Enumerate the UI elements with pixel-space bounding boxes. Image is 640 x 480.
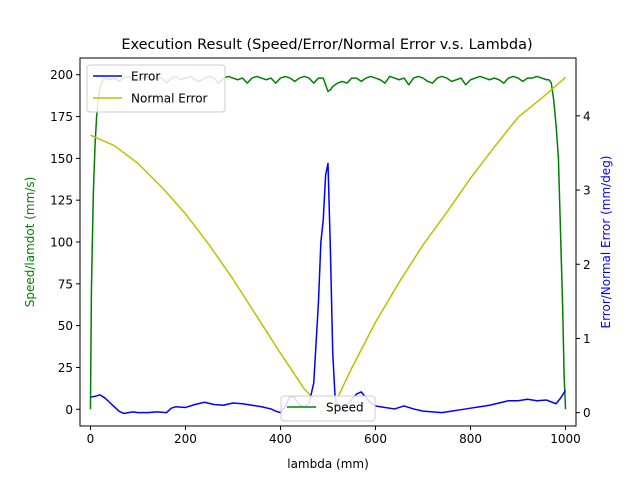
left-tick-label: 175 (50, 110, 73, 124)
legend-box (280, 395, 376, 422)
x-tick-label: 0 (87, 432, 95, 446)
right-tick-label: 2 (583, 258, 591, 272)
left-axis-label: Speed/lamdot (mm/s) (23, 177, 37, 308)
x-axis-ticks: 0 200 400 600 800 1000 (87, 426, 581, 446)
right-tick-label: 4 (583, 109, 591, 123)
legend-bottom-center: Speed (280, 395, 376, 422)
legend-label-speed: Speed (326, 401, 364, 415)
right-tick-label: 1 (583, 332, 591, 346)
x-tick-label: 600 (364, 432, 387, 446)
right-axis-ticks: 0 1 2 3 4 (576, 109, 591, 420)
chart-title: Execution Result (Speed/Error/Normal Err… (121, 37, 532, 53)
right-tick-label: 0 (583, 406, 591, 420)
legend-top-left: Error Normal Error (86, 64, 226, 113)
left-tick-label: 150 (50, 152, 73, 166)
series-line-error (90, 162, 567, 415)
right-tick-label: 3 (583, 184, 591, 198)
x-tick-label: 200 (174, 432, 197, 446)
left-tick-label: 50 (58, 319, 73, 333)
x-tick-label: 800 (459, 432, 482, 446)
legend-label-normal-error: Normal Error (131, 92, 208, 106)
right-axis-label: Error/Normal Error (mm/deg) (599, 156, 613, 329)
x-axis-label: lambda (mm) (287, 457, 369, 471)
x-tick-label: 400 (269, 432, 292, 446)
left-tick-label: 25 (58, 361, 73, 375)
left-tick-label: 200 (50, 68, 73, 82)
left-axis-ticks: 0 25 50 75 100 125 150 175 200 (50, 68, 80, 417)
left-tick-label: 125 (50, 194, 73, 208)
legend-label-error: Error (131, 70, 160, 84)
left-tick-label: 0 (65, 403, 73, 417)
x-tick-label: 1000 (550, 432, 581, 446)
left-tick-label: 100 (50, 236, 73, 250)
left-tick-label: 75 (58, 277, 73, 291)
